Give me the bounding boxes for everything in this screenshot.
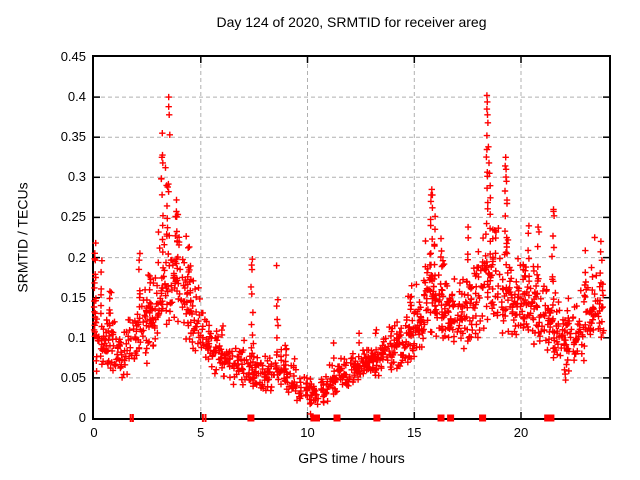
y-tick-label: 0.05 (60, 369, 86, 385)
zero-markers (129, 414, 555, 422)
y-tick-label: 0.15 (60, 289, 86, 305)
y-tick-label: 0.2 (67, 249, 86, 265)
x-tick-label: 0 (90, 425, 98, 440)
y-tick-label: 0.35 (60, 129, 86, 145)
y-tick-label: 0.45 (60, 49, 86, 64)
x-tick-label: 10 (300, 425, 315, 440)
data-points (90, 92, 607, 418)
y-axis-label: SRMTID / TECUs (14, 182, 31, 293)
chart-title: Day 124 of 2020, SRMTID for receiver are… (216, 14, 487, 30)
y-tick-label: 0 (78, 410, 86, 425)
y-tick-label: 0.3 (67, 169, 86, 185)
plot-canvas (90, 57, 609, 422)
x-tick-label: 5 (197, 425, 205, 440)
x-axis-label: GPS time / hours (298, 450, 405, 466)
x-tick-label: 15 (407, 425, 422, 440)
y-tick-label: 0.25 (60, 209, 86, 225)
x-tick-label: 20 (513, 425, 529, 440)
y-tick-label: 0.4 (67, 89, 86, 105)
plot-area (90, 55, 611, 422)
y-tick-label: 0.1 (67, 329, 86, 345)
